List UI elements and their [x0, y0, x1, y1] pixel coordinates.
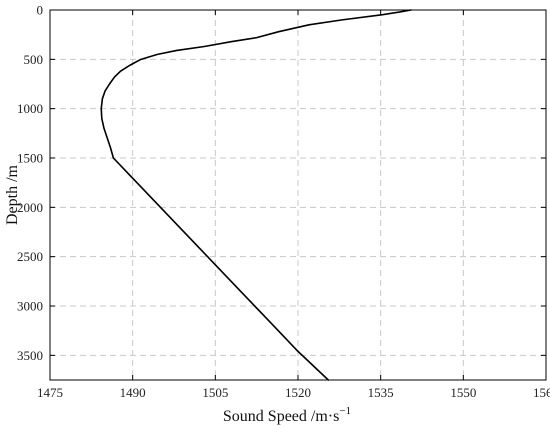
x-tick-label-1520: 1520 [285, 385, 311, 400]
sound-speed-series-line [100, 9, 412, 381]
y-tick-labels: 0 500 1000 1500 2000 2500 3000 3500 [17, 3, 43, 363]
y-tick-label-3500: 3500 [17, 348, 43, 363]
axis-ticks [49, 9, 547, 380]
y-tick-label-2000: 2000 [17, 200, 43, 215]
x-tick-label-1565: 1565 [533, 385, 550, 400]
x-tick-label-1535: 1535 [368, 385, 394, 400]
y-tick-label-500: 500 [24, 52, 44, 67]
y-tick-label-3000: 3000 [17, 299, 43, 314]
y-tick-label-2500: 2500 [17, 249, 43, 264]
y-axis-label: Depth /m [4, 164, 21, 225]
x-tick-label-1505: 1505 [202, 385, 228, 400]
x-tick-labels: 1475 1490 1505 1520 1535 1550 1565 [37, 385, 550, 400]
x-tick-label-1490: 1490 [120, 385, 146, 400]
x-tick-label-1550: 1550 [450, 385, 476, 400]
grid-lines [50, 10, 546, 380]
x-axis-label: Sound Speed /m·s−1 [223, 405, 351, 425]
x-tick-label-1475: 1475 [37, 385, 63, 400]
y-tick-label-0: 0 [37, 3, 44, 18]
y-tick-label-1500: 1500 [17, 151, 43, 166]
y-tick-label-1000: 1000 [17, 101, 43, 116]
